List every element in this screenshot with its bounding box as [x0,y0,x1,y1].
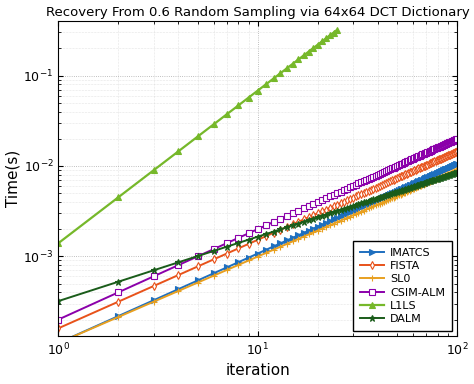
IMATCS [315,224,320,229]
DALM [410,184,416,189]
Legend: IMATCS, FISTA, SL0, CSIM-ALM, L1LS, DALM: IMATCS, FISTA, SL0, CSIM-ALM, L1LS, DALM [353,241,452,331]
DALM [450,171,456,176]
L1LS [255,88,261,93]
DALM [55,299,61,303]
L1LS [116,195,121,200]
FISTA [55,326,61,331]
CSIM-ALM [55,317,61,322]
L1LS [211,122,217,127]
Y-axis label: Time(s): Time(s) [6,150,20,207]
L1LS [301,53,307,58]
L1LS [175,149,181,154]
L1LS [290,61,296,66]
L1LS [323,36,329,41]
L1LS [151,168,156,173]
SL0 [447,171,453,175]
IMATCS [410,182,416,186]
SL0 [331,221,337,226]
L1LS [306,49,311,54]
Line: CSIM-ALM: CSIM-ALM [55,136,460,322]
Line: SL0: SL0 [55,167,461,346]
L1LS [284,66,290,71]
Line: IMATCS: IMATCS [55,161,460,346]
CSIM-ALM [447,140,453,144]
SL0 [315,228,320,233]
L1LS [310,46,316,50]
Title: Recovery From 0.6 Random Sampling via 64x64 DCT Dictionary: Recovery From 0.6 Random Sampling via 64… [46,5,470,18]
FISTA [398,174,403,179]
L1LS [331,30,337,35]
SL0 [55,341,61,345]
FISTA [315,211,320,215]
L1LS [246,95,252,100]
CSIM-ALM [315,200,320,204]
IMATCS [398,187,403,192]
FISTA [331,204,337,209]
IMATCS [450,164,456,168]
L1LS [315,42,320,47]
DALM [315,215,320,220]
Line: FISTA: FISTA [55,149,460,331]
DALM [398,188,403,193]
CSIM-ALM [331,192,337,197]
SL0 [454,168,460,172]
L1LS [278,71,283,76]
FISTA [454,149,460,154]
L1LS [263,82,269,86]
L1LS [334,28,340,32]
Line: DALM: DALM [55,169,461,305]
L1LS [224,112,230,116]
L1LS [55,241,61,245]
L1LS [319,39,325,44]
IMATCS [447,165,453,170]
IMATCS [454,162,460,166]
CSIM-ALM [450,138,456,143]
SL0 [410,187,416,192]
CSIM-ALM [398,162,403,167]
L1LS [271,76,276,81]
L1LS [327,33,333,38]
L1LS [236,103,241,108]
DALM [454,170,460,175]
L1LS [296,57,301,62]
CSIM-ALM [410,156,416,161]
Line: L1LS: L1LS [55,26,341,247]
FISTA [447,152,453,157]
L1LS [195,134,201,139]
SL0 [398,192,403,197]
FISTA [450,151,456,156]
DALM [447,172,453,177]
CSIM-ALM [454,136,460,141]
FISTA [410,169,416,173]
IMATCS [55,341,61,345]
X-axis label: iteration: iteration [226,363,290,379]
SL0 [450,170,456,174]
IMATCS [331,217,337,222]
DALM [331,210,337,215]
